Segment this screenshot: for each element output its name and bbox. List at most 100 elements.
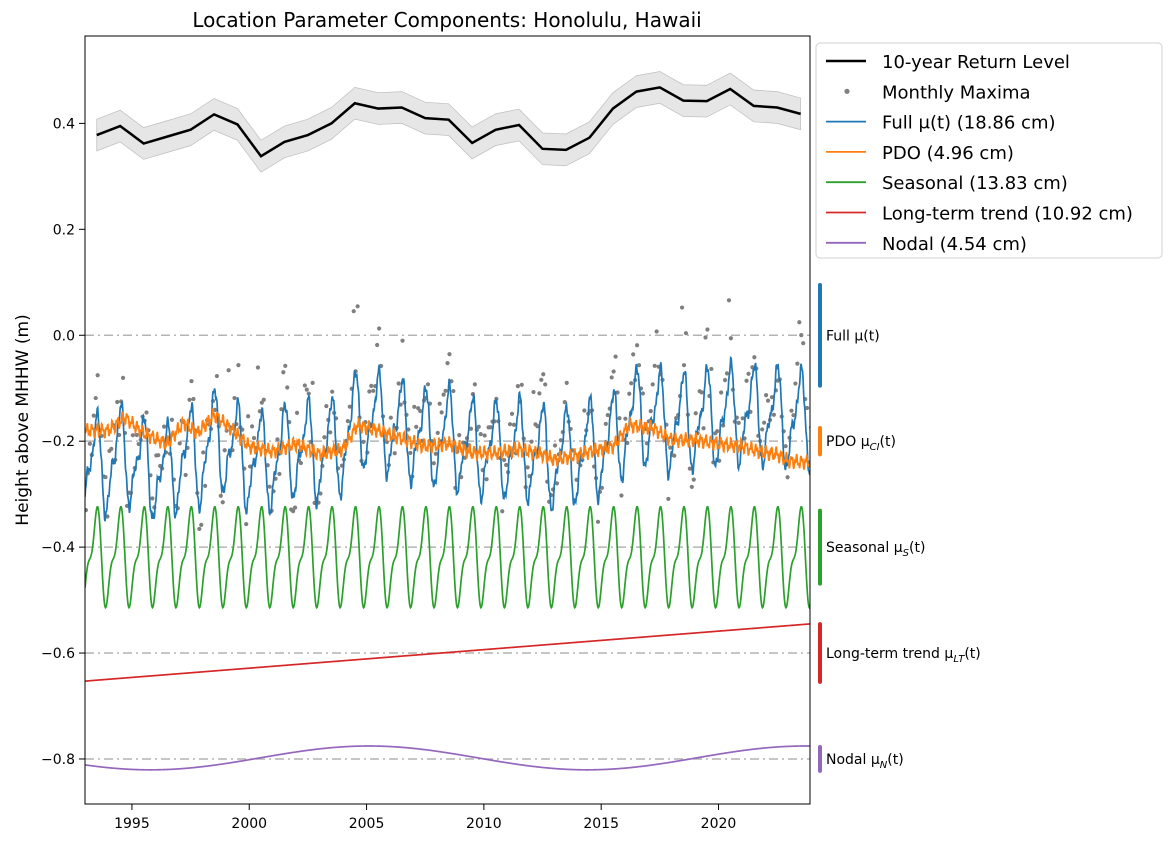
monthly-maximum-point: [595, 519, 601, 524]
monthly-maximum-point: [746, 371, 751, 376]
monthly-maximum-point: [531, 389, 536, 395]
monthly-maximum-point: [509, 411, 515, 416]
monthly-maximum-point: [285, 385, 290, 390]
monthly-maximum-point: [634, 343, 640, 348]
monthly-maximum-point: [541, 372, 546, 377]
monthly-maximum-point: [130, 433, 135, 438]
monthly-maximum-point: [654, 329, 659, 334]
y-tick-label: −0.4: [41, 540, 75, 556]
series-pdo-line: [85, 407, 810, 470]
monthly-maximum-point: [476, 424, 481, 429]
monthly-maximum-point: [763, 393, 769, 398]
monthly-maximum-point: [648, 408, 653, 414]
monthly-maximum-point: [433, 451, 438, 456]
monthly-maximum-point: [414, 424, 419, 429]
monthly-maximum-point: [488, 425, 493, 430]
monthly-maximum-point: [279, 407, 284, 412]
monthly-maximum-point: [693, 411, 698, 416]
monthly-maximum-point: [275, 437, 280, 442]
monthly-maximum-point: [251, 436, 257, 441]
monthly-maximum-point: [599, 485, 605, 490]
monthly-maximum-point: [472, 382, 477, 387]
monthly-maximum-point: [400, 338, 405, 343]
monthly-maximum-point: [134, 432, 139, 438]
x-tick-label: 2020: [701, 816, 737, 832]
monthly-maximum-point: [93, 395, 98, 401]
monthly-maximum-point: [609, 375, 614, 380]
monthly-maximum-point: [650, 382, 655, 387]
legend-entry: Nodal (4.54 cm): [882, 234, 1027, 255]
monthly-maximum-point: [752, 355, 757, 360]
legend-entry: PDO (4.96 cm): [882, 143, 1014, 164]
monthly-maximum-point: [115, 399, 120, 405]
monthly-maximum-point: [672, 453, 677, 458]
monthly-maximum-point: [367, 389, 372, 394]
monthly-maximum-point: [740, 416, 745, 421]
monthly-maximum-point: [201, 450, 206, 455]
monthly-maximum-point: [412, 404, 417, 409]
y-tick-label: 0.4: [53, 116, 75, 132]
monthly-maximum-point: [277, 471, 282, 477]
monthly-maximum-point: [281, 370, 286, 375]
monthly-maximum-point: [785, 475, 790, 480]
plot-area: [85, 71, 810, 771]
monthly-maximum-point: [552, 443, 558, 448]
monthly-maximum-point: [687, 466, 692, 471]
monthly-maximum-point: [681, 363, 687, 368]
monthly-maximum-point: [765, 398, 771, 403]
monthly-maximum-point: [371, 388, 376, 393]
monthly-maximum-point: [375, 342, 380, 348]
monthly-maximum-point: [631, 352, 636, 357]
series-seasonal-line: [85, 505, 810, 610]
monthly-maximum-point: [783, 444, 788, 449]
legend-entry: Seasonal (13.83 cm): [882, 173, 1068, 194]
monthly-maximum-point: [722, 378, 728, 383]
monthly-maximum-point: [636, 363, 642, 368]
monthly-maximum-point: [613, 354, 618, 359]
monthly-maximum-point: [214, 373, 219, 379]
monthly-maximum-point: [388, 415, 393, 420]
monthly-maximum-point: [425, 382, 431, 387]
monthly-maximum-point: [744, 378, 749, 383]
monthly-maximum-point: [203, 483, 208, 488]
monthly-maximum-point: [623, 416, 628, 421]
monthly-maximum-point: [392, 451, 397, 456]
monthly-maximum-point: [347, 404, 352, 409]
monthly-maximum-point: [615, 390, 620, 395]
monthly-maximum-point: [369, 383, 374, 388]
monthly-maximum-point: [605, 412, 610, 418]
monthly-maximum-point: [435, 430, 440, 436]
monthly-maximum-point: [169, 417, 175, 422]
monthly-maximum-point: [232, 395, 237, 401]
monthly-maximum-point: [361, 439, 366, 444]
legend-entry: Monthly Maxima: [882, 82, 1031, 103]
monthly-maximum-point: [162, 424, 167, 429]
monthly-maximum-point: [543, 382, 548, 387]
monthly-maximum-point: [562, 399, 567, 405]
monthly-maximum-point: [418, 408, 423, 414]
monthly-maximum-point: [507, 422, 513, 427]
chart-title: Location Parameter Components: Honolulu,…: [192, 8, 701, 32]
monthly-maximum-point: [345, 419, 350, 424]
monthly-maximum-point: [199, 522, 204, 527]
series-trend-line: [85, 623, 810, 682]
monthly-maximum-point: [793, 381, 798, 386]
monthly-maximum-point: [795, 361, 800, 366]
monthly-maximum-point: [674, 416, 679, 421]
monthly-maximum-point: [799, 333, 804, 338]
monthly-maximum-point: [515, 383, 520, 389]
x-tick-label: 2015: [583, 816, 619, 832]
series-nodal-line: [85, 745, 810, 771]
side-label-nodal: Nodal μN(t): [826, 752, 904, 771]
monthly-maximum-point: [484, 477, 489, 482]
monthly-maximum-point: [244, 521, 249, 527]
monthly-maximum-point: [246, 414, 251, 419]
monthly-maximum-point: [298, 460, 304, 466]
monthly-maximum-point: [805, 405, 810, 411]
monthly-maximum-point: [191, 396, 196, 402]
monthly-maximum-point: [445, 361, 450, 366]
monthly-maximum-point: [351, 309, 356, 314]
monthly-maximum-point: [322, 435, 327, 440]
monthly-maximum-point: [355, 304, 360, 309]
monthly-maximum-point: [603, 421, 608, 426]
